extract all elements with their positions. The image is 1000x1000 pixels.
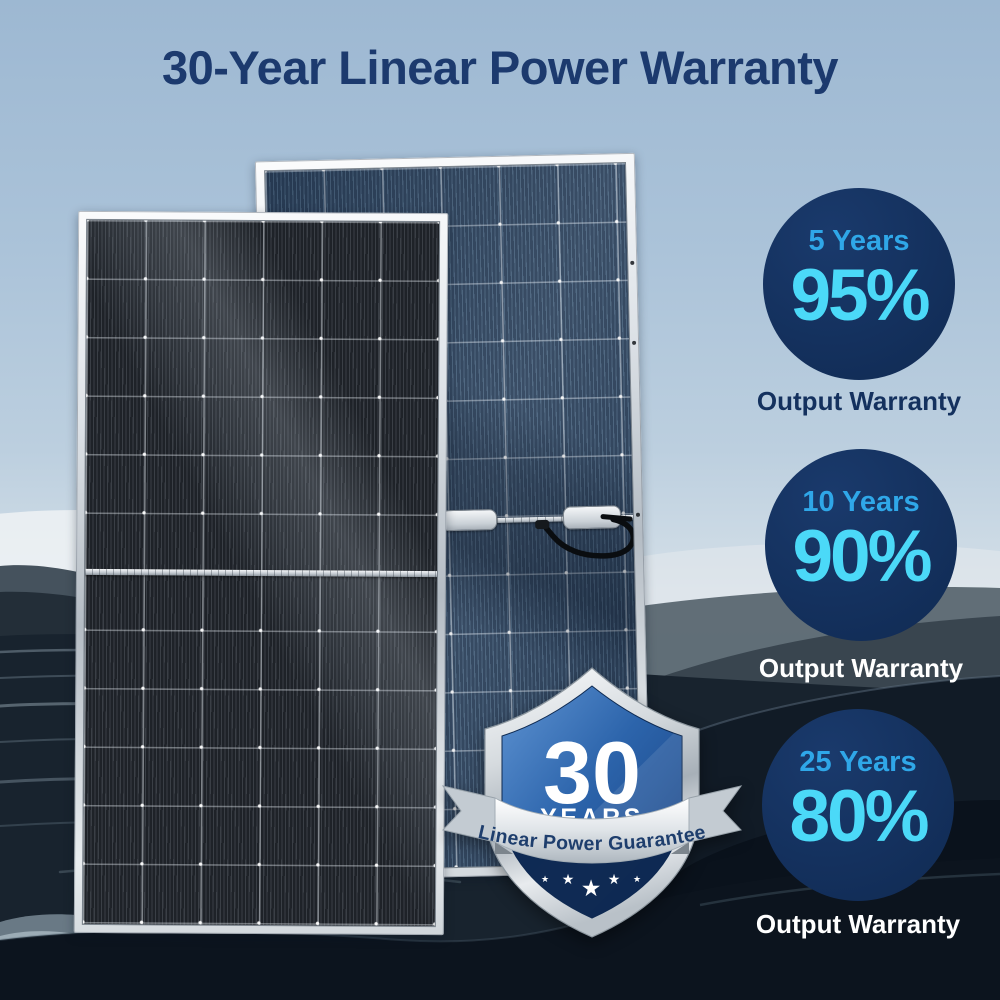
panel-mid-divider bbox=[84, 568, 438, 578]
badge-years-label: 5 Years bbox=[808, 224, 910, 257]
warranty-shield: 30 YEARS Linear Power Guarantee ★ ★ ★ ★ … bbox=[441, 667, 743, 938]
warranty-badge-10-years: 10 Years 90% bbox=[765, 449, 957, 641]
front-solar-panel bbox=[73, 210, 449, 936]
warranty-badge-5-years: 5 Years 95% bbox=[763, 188, 955, 380]
badge-percent-value: 90% bbox=[792, 516, 932, 598]
badge-years-label: 25 Years bbox=[799, 745, 917, 778]
badge-caption: Output Warranty bbox=[758, 653, 964, 683]
badge-caption: Output Warranty bbox=[756, 386, 962, 416]
page-title: 30-Year Linear Power Warranty bbox=[162, 41, 839, 94]
star-icon: ★ bbox=[633, 874, 641, 884]
shield-stars: ★ ★ ★ ★ ★ bbox=[541, 871, 641, 901]
star-icon: ★ bbox=[562, 871, 575, 887]
badge-percent-value: 80% bbox=[789, 776, 929, 858]
star-icon: ★ bbox=[541, 874, 549, 884]
ribbon-banner: Linear Power Guarantee bbox=[441, 785, 743, 864]
badge-percent-value: 95% bbox=[790, 255, 930, 337]
star-icon: ★ bbox=[608, 871, 621, 887]
warranty-badge-25-years: 25 Years 80% bbox=[762, 709, 954, 901]
badge-years-label: 10 Years bbox=[802, 485, 920, 518]
shield-number: 30 bbox=[543, 723, 641, 822]
star-icon: ★ bbox=[581, 875, 602, 901]
badge-caption: Output Warranty bbox=[755, 909, 961, 939]
front-panel-cells bbox=[81, 218, 441, 928]
